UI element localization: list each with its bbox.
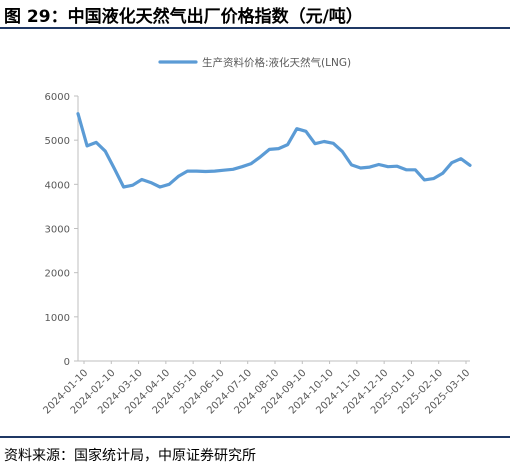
top-rule	[0, 27, 510, 29]
y-tick-label: 5000	[45, 136, 70, 147]
bottom-rule	[0, 436, 510, 438]
line-chart: 01000200030004000500060002024-01-102024-…	[41, 56, 472, 416]
y-tick-label: 3000	[45, 225, 70, 236]
y-tick-label: 0	[64, 357, 70, 368]
source-note: 资料来源：国家统计局，中原证券研究所	[4, 448, 256, 464]
series-line-lng	[76, 112, 472, 189]
y-tick-label: 4000	[45, 180, 70, 191]
y-tick-label: 6000	[45, 92, 70, 103]
y-tick-label: 2000	[45, 269, 70, 280]
figure-title: 图 29：中国液化天然气出厂价格指数（元/吨）	[4, 7, 363, 27]
y-tick-label: 1000	[45, 313, 70, 324]
legend-label: 生产资料价格:液化天然气(LNG)	[202, 56, 351, 69]
